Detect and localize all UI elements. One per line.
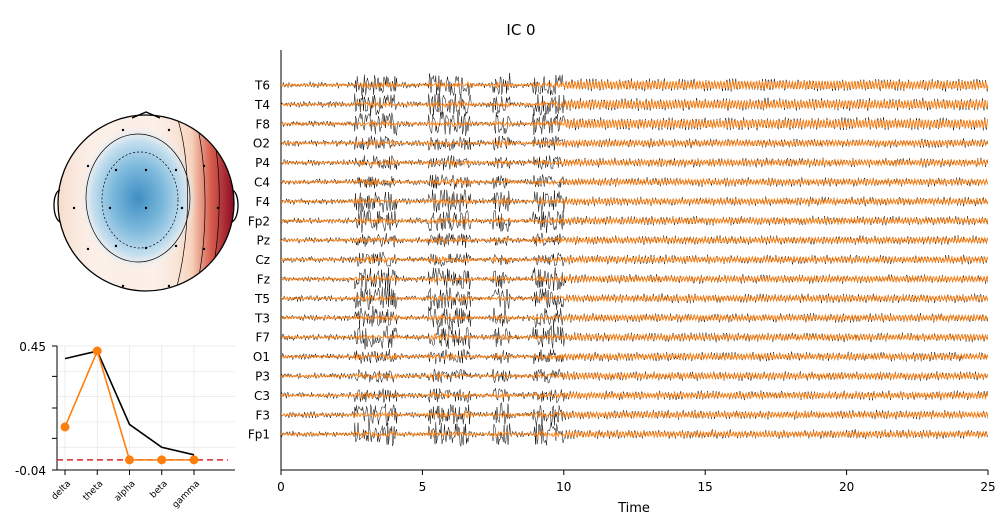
- band-label-theta: theta: [81, 479, 105, 503]
- trace-f7-orange: [281, 332, 988, 342]
- chart-title: IC 0: [506, 21, 535, 39]
- channel-label: F8: [255, 117, 270, 131]
- x-tick-label: 15: [698, 480, 713, 494]
- trace-f8-orange: [281, 118, 988, 130]
- channel-label: P4: [255, 156, 270, 170]
- trace-t4-orange: [281, 98, 988, 110]
- band-label-alpha: alpha: [113, 479, 138, 504]
- channel-label: F7: [255, 331, 270, 345]
- band-label-gamma: gamma: [171, 479, 202, 510]
- channel-label: C3: [254, 389, 270, 403]
- x-axis-label: Time: [617, 501, 650, 516]
- spectrum-series-0: [64, 350, 195, 456]
- x-tick-label: 10: [556, 480, 571, 494]
- trace-cz-black: [281, 251, 988, 268]
- channel-label: Fz: [257, 273, 270, 287]
- channel-label: O1: [253, 350, 270, 364]
- channel-label: T4: [254, 98, 270, 112]
- x-tick-label: 0: [277, 480, 285, 494]
- trace-f4-orange: [281, 196, 988, 206]
- trace-c3-orange: [281, 390, 988, 401]
- x-tick-label: 25: [980, 480, 995, 494]
- spectrum-panel: 0.45 -0.04 delta theta alpha beta gamma: [15, 340, 235, 510]
- spectrum-point: [92, 346, 102, 356]
- spectrum-grid: [57, 345, 235, 471]
- trace-fz-orange: [281, 274, 988, 284]
- band-label-beta: beta: [148, 479, 169, 500]
- channel-label: T3: [254, 311, 270, 325]
- channel-label: C4: [254, 176, 270, 190]
- channel-label: F3: [255, 408, 270, 422]
- topomap: [53, 111, 239, 292]
- trace-f3-orange: [281, 410, 988, 420]
- spectrum-point: [125, 455, 134, 465]
- nose: [131, 111, 161, 119]
- band-label-delta: delta: [50, 479, 73, 502]
- spectrum-point: [189, 455, 199, 465]
- trace-fp2-orange: [281, 216, 988, 226]
- trace-fp1-orange: [281, 429, 988, 439]
- trace-p4-black: [281, 155, 988, 171]
- x-tick-label: 5: [419, 480, 427, 494]
- trace-o2-orange: [281, 138, 988, 148]
- channel-label: T5: [254, 292, 270, 306]
- spectrum-ymin-label: -0.04: [15, 464, 46, 478]
- channel-label: T6: [254, 79, 270, 93]
- head-outline: [57, 114, 235, 292]
- trace-pz-orange: [281, 235, 988, 245]
- spectrum-ymax-label: 0.45: [19, 340, 46, 354]
- channel-label: P3: [255, 370, 270, 384]
- channel-label: Pz: [256, 234, 270, 248]
- right-ear: [231, 189, 239, 223]
- channel-label: F4: [255, 195, 270, 209]
- left-ear: [53, 189, 61, 223]
- channel-label: O2: [253, 137, 270, 151]
- trace-p4-orange: [281, 158, 988, 168]
- channel-label: Fp2: [248, 214, 270, 228]
- trace-p3-orange: [281, 371, 988, 381]
- channel-label: Fp1: [248, 428, 270, 442]
- timeseries-panel: T6 T4 F8 O2 P4 C4 F4 Fp2 Pz Cz Fz T5 T3 F7 O1 P3 C3 F3 Fp1…: [248, 50, 996, 516]
- spectrum-point: [157, 455, 167, 465]
- x-tick-label: 20: [839, 480, 854, 494]
- trace-c4-orange: [281, 177, 988, 187]
- trace-t5-orange: [281, 293, 988, 303]
- trace-o1-orange: [281, 351, 988, 362]
- trace-cz-orange: [281, 254, 988, 265]
- trace-t3-orange: [281, 313, 988, 323]
- channel-label: Cz: [255, 253, 270, 267]
- trace-t6-orange: [281, 79, 988, 91]
- spectrum-point: [60, 422, 70, 432]
